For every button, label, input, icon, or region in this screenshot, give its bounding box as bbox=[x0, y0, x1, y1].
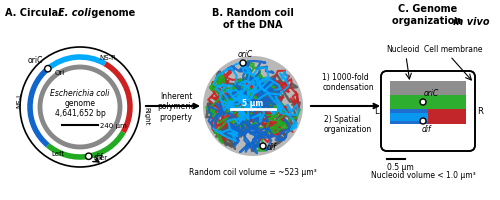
Text: Random coil volume = ~523 μm³: Random coil volume = ~523 μm³ bbox=[189, 168, 317, 177]
Text: Right: Right bbox=[143, 106, 149, 125]
Bar bbox=[428, 109, 466, 124]
FancyBboxPatch shape bbox=[381, 72, 475, 151]
Text: dif: dif bbox=[267, 143, 276, 152]
Text: B. Random coil
of the DNA: B. Random coil of the DNA bbox=[212, 8, 294, 29]
Text: Nucleoid volume < 1.0 μm³: Nucleoid volume < 1.0 μm³ bbox=[370, 170, 476, 179]
Text: oriC: oriC bbox=[424, 89, 438, 98]
Text: in vivo: in vivo bbox=[453, 17, 490, 27]
Text: C. Genome
organization: C. Genome organization bbox=[392, 4, 464, 26]
Circle shape bbox=[44, 66, 51, 73]
Text: 1) 1000-fold
condensation: 1) 1000-fold condensation bbox=[322, 72, 374, 92]
Text: A. Circular: A. Circular bbox=[5, 8, 66, 18]
Bar bbox=[390, 113, 428, 121]
Text: Ori: Ori bbox=[55, 69, 65, 75]
Text: R: R bbox=[477, 107, 483, 116]
Bar bbox=[390, 109, 466, 124]
Circle shape bbox=[420, 100, 426, 105]
Text: Nucleoid: Nucleoid bbox=[386, 45, 420, 54]
Circle shape bbox=[203, 57, 303, 156]
Text: 0.5 μm: 0.5 μm bbox=[387, 162, 414, 171]
Text: Ter: Ter bbox=[97, 154, 107, 160]
Text: 5 μm: 5 μm bbox=[242, 99, 264, 107]
Text: Left: Left bbox=[52, 150, 64, 156]
Circle shape bbox=[260, 143, 266, 149]
Text: genome: genome bbox=[88, 8, 136, 18]
Text: dif: dif bbox=[421, 125, 431, 134]
Text: Cell membrane: Cell membrane bbox=[424, 45, 482, 54]
Text: oriC: oriC bbox=[28, 55, 43, 64]
Text: genome: genome bbox=[64, 99, 96, 108]
Text: Escherichia coli: Escherichia coli bbox=[50, 89, 110, 98]
Text: NS-R: NS-R bbox=[100, 55, 116, 61]
Circle shape bbox=[86, 153, 92, 160]
Bar bbox=[390, 96, 466, 109]
Text: NS-L: NS-L bbox=[16, 92, 22, 107]
Text: 240 μm: 240 μm bbox=[100, 122, 127, 128]
Text: dif: dif bbox=[94, 152, 104, 161]
Text: E. coli: E. coli bbox=[58, 8, 91, 18]
Text: 4,641,652 bp: 4,641,652 bp bbox=[54, 109, 106, 118]
Text: oriC: oriC bbox=[238, 50, 252, 59]
Circle shape bbox=[240, 61, 246, 67]
Text: L: L bbox=[374, 107, 379, 116]
Circle shape bbox=[420, 118, 426, 124]
Bar bbox=[390, 82, 466, 96]
Text: 2) Spatial
organization: 2) Spatial organization bbox=[324, 114, 372, 134]
Text: Inherent
polymeric
property: Inherent polymeric property bbox=[157, 92, 195, 121]
